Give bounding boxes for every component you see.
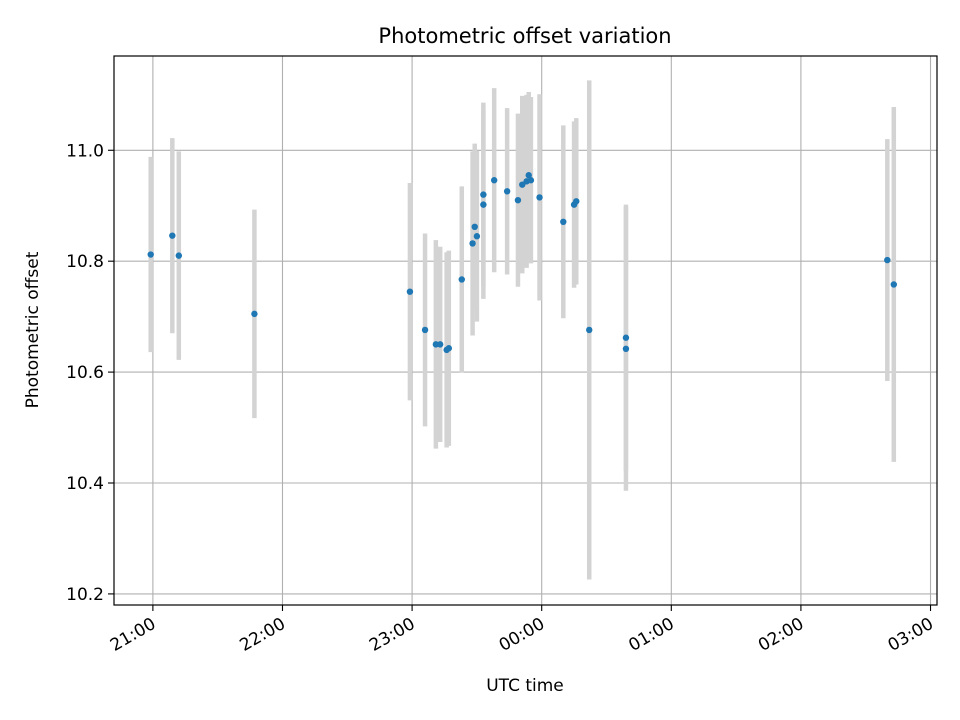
data-point bbox=[175, 252, 183, 259]
y-tick-label: 10.2 bbox=[66, 585, 104, 605]
y-tick-label: 10.8 bbox=[66, 252, 104, 272]
data-point bbox=[586, 326, 593, 334]
data-point bbox=[573, 198, 580, 205]
y-tick-label: 10.4 bbox=[66, 474, 104, 494]
data-point bbox=[536, 194, 543, 201]
x-axis-label: UTC time bbox=[486, 676, 564, 696]
data-point bbox=[560, 218, 567, 226]
data-points bbox=[147, 172, 897, 354]
error-bars bbox=[148, 80, 897, 580]
data-point bbox=[473, 233, 481, 240]
y-axis-label: Photometric offset bbox=[23, 251, 43, 408]
data-point bbox=[884, 256, 891, 264]
data-point bbox=[527, 177, 535, 184]
data-point bbox=[890, 281, 897, 288]
data-point bbox=[490, 177, 498, 184]
data-point bbox=[421, 326, 429, 334]
data-point bbox=[480, 201, 487, 208]
plot-frame bbox=[113, 55, 938, 606]
x-tick-label: 00:00 bbox=[496, 614, 548, 656]
data-point bbox=[436, 341, 444, 348]
data-point bbox=[406, 288, 414, 295]
x-tick-label: 03:00 bbox=[885, 614, 937, 656]
y-tick-label: 11.0 bbox=[66, 141, 104, 161]
data-point bbox=[471, 223, 478, 230]
grid-lines bbox=[114, 56, 937, 605]
data-point bbox=[525, 172, 532, 179]
y-axis-ticks: 10.2 10.4 10.6 10.8 11.0 bbox=[66, 141, 114, 605]
data-point bbox=[251, 310, 258, 318]
data-point bbox=[147, 251, 154, 258]
data-point bbox=[169, 232, 176, 239]
data-point bbox=[503, 188, 511, 195]
data-point bbox=[445, 345, 453, 352]
data-point bbox=[622, 345, 630, 352]
x-axis-ticks: 21:00 22:00 23:00 00:00 01:00 02:00 03:00 bbox=[107, 605, 937, 656]
y-tick-label: 10.6 bbox=[66, 363, 104, 383]
data-point bbox=[519, 181, 526, 188]
data-point bbox=[514, 196, 522, 204]
chart-title: Photometric offset variation bbox=[378, 24, 671, 48]
x-tick-label: 22:00 bbox=[237, 614, 289, 656]
x-tick-label: 01:00 bbox=[625, 614, 677, 656]
data-point bbox=[622, 334, 630, 341]
x-tick-label: 23:00 bbox=[366, 614, 418, 656]
x-tick-label: 21:00 bbox=[107, 614, 159, 656]
x-tick-label: 02:00 bbox=[755, 614, 807, 656]
data-point bbox=[480, 191, 487, 198]
data-point bbox=[458, 276, 465, 283]
data-point bbox=[469, 240, 476, 247]
